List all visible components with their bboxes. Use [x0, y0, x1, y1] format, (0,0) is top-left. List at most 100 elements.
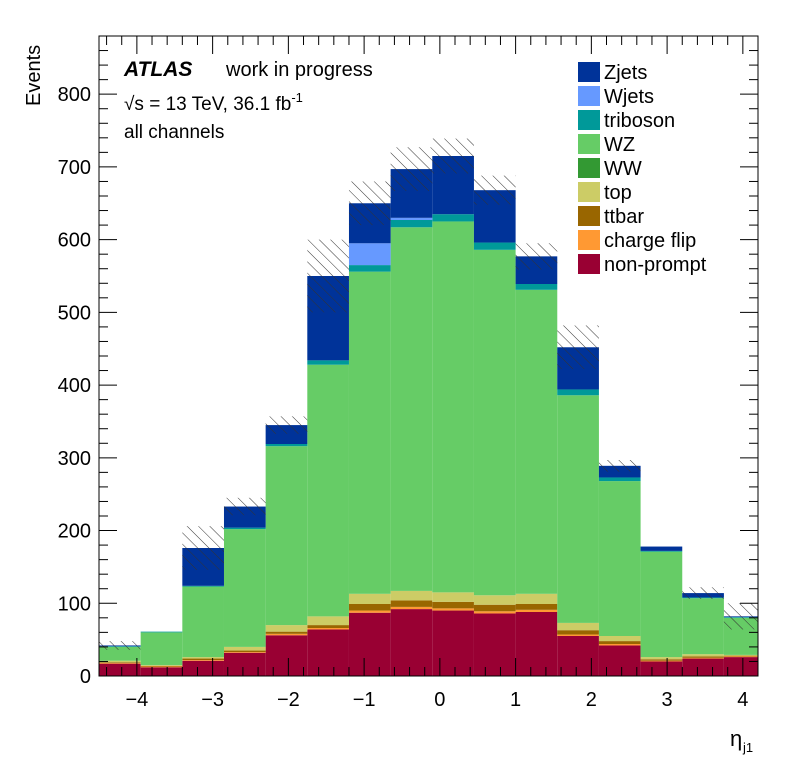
bar-segment — [223, 652, 266, 676]
bar-segment — [723, 655, 758, 657]
bar-segment — [390, 227, 433, 591]
uncertainty-band — [390, 147, 433, 191]
bar-segment — [348, 604, 391, 611]
atlas-label: ATLAS — [123, 58, 192, 81]
bar-segment — [640, 659, 683, 661]
bar-segment — [265, 635, 308, 676]
bar-segment — [557, 634, 599, 636]
bar-segment — [348, 593, 391, 604]
bar-segment — [182, 660, 224, 676]
bar-segment — [390, 606, 433, 610]
y-tick-label: 300 — [58, 448, 91, 470]
bar-segment — [473, 613, 516, 676]
bar-segment — [557, 389, 599, 396]
bar-segment — [640, 546, 683, 551]
legend-label: charge flip — [604, 230, 696, 252]
uncertainty-band — [223, 497, 266, 516]
energy-label: √s = 13 TeV, 36.1 fb-1 — [124, 90, 303, 115]
series-charge-flip — [99, 606, 758, 668]
bar-segment — [473, 242, 516, 250]
y-tick-label: 0 — [80, 666, 91, 688]
bar-segment — [182, 658, 224, 660]
bar-segment — [723, 656, 758, 658]
bar-segment — [223, 646, 266, 651]
bar-segment — [598, 481, 641, 636]
legend-label: Zjets — [604, 62, 647, 84]
legend-swatch — [578, 134, 600, 154]
bar-segment — [598, 645, 641, 676]
bar-segment — [348, 610, 391, 613]
legend-label: non-prompt — [604, 254, 707, 276]
bar-segment — [432, 214, 474, 222]
bar-segment — [723, 654, 758, 656]
bar-segment — [348, 612, 391, 676]
legend-label: top — [604, 182, 632, 204]
bar-segment — [140, 665, 183, 666]
legend-label: WZ — [604, 134, 635, 156]
legend-swatch — [578, 182, 600, 202]
uncertainty-band — [723, 603, 758, 630]
bar-segment — [390, 590, 433, 601]
bar-segment — [223, 652, 266, 653]
uncertainty-band — [182, 526, 224, 570]
bar-segment — [265, 633, 308, 636]
bar-segment — [515, 609, 558, 612]
bar-segment — [473, 611, 516, 614]
bar-segment — [99, 663, 141, 676]
bar-segment — [515, 612, 558, 676]
bar-segment — [390, 600, 433, 607]
y-tick-label: 500 — [58, 302, 91, 324]
bar-segment — [223, 529, 266, 647]
bar-segment — [390, 609, 433, 676]
bar-segment — [515, 604, 558, 610]
bar-segment — [598, 636, 641, 642]
y-axis-label: Events — [23, 45, 45, 106]
x-axis-label-subscript: j1 — [742, 740, 753, 755]
uncertainty-band — [557, 325, 599, 370]
series-triboson — [99, 214, 758, 647]
x-axis-label: η — [730, 726, 742, 751]
y-tick-label: 200 — [58, 521, 91, 543]
legend-label: Wjets — [604, 86, 654, 108]
legend-label: triboson — [604, 110, 675, 132]
axes: −4 −3 −2 −1 0 1 2 3 4 0 100 200 300 400 500 600 700 800 — [58, 35, 758, 711]
bar-segment — [640, 550, 683, 552]
series-non-prompt — [99, 609, 758, 676]
bar-segment — [557, 395, 599, 623]
bar-segment — [265, 631, 308, 634]
bar-segment — [307, 360, 349, 365]
x-tick-label: −1 — [353, 689, 376, 711]
bar-segment — [307, 616, 349, 626]
x-tick-label: 3 — [662, 689, 673, 711]
x-tick-label: 1 — [510, 689, 521, 711]
bar-segment — [515, 289, 558, 594]
uncertainty-band — [515, 243, 558, 270]
series-ttbar — [99, 600, 758, 667]
bar-segment — [265, 446, 308, 626]
bar-segment — [515, 284, 558, 290]
bar-segment — [307, 628, 349, 630]
bar-segment — [99, 660, 141, 663]
uncertainty-bands — [99, 138, 758, 650]
bar-segment — [223, 650, 266, 652]
uncertainty-band — [473, 175, 516, 205]
bar-segment — [99, 662, 141, 664]
uncertainty-band — [598, 460, 641, 472]
bar-segment — [140, 666, 183, 668]
legend-swatch — [578, 62, 600, 82]
bar-segment — [640, 660, 683, 662]
channel-label: all channels — [124, 122, 224, 143]
bar-segment — [432, 608, 474, 611]
bar-segment — [682, 656, 724, 658]
bar-segment — [723, 657, 758, 676]
x-tick-label: 4 — [737, 689, 748, 711]
bar-segment — [515, 593, 558, 604]
bar-segment — [182, 660, 224, 661]
bar-segment — [140, 667, 183, 676]
bar-segment — [182, 657, 224, 659]
bar-segment — [182, 585, 224, 587]
bar-segment — [140, 665, 183, 667]
legend-swatch — [578, 110, 600, 130]
bar-segment — [557, 622, 599, 631]
